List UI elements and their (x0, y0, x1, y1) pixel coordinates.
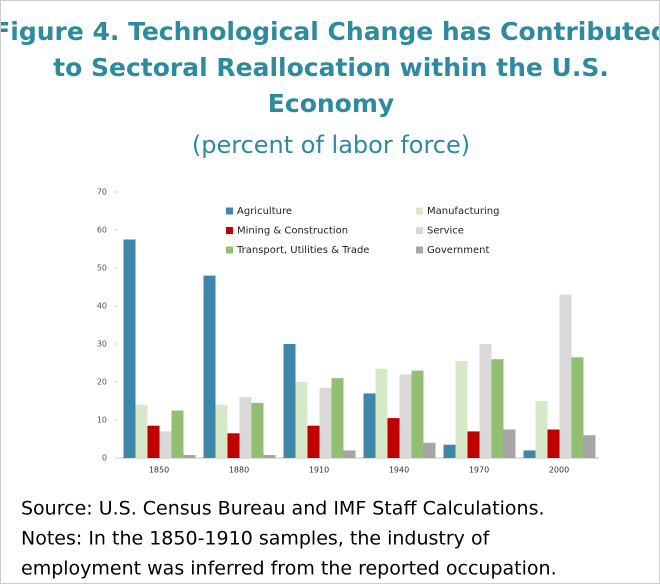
x-tick-label: 1940 (389, 466, 409, 475)
bar (491, 359, 504, 458)
bar (263, 454, 276, 458)
bar (239, 397, 252, 458)
bar (387, 418, 400, 458)
y-tick-label: 0 (102, 454, 107, 463)
legend-swatch (416, 246, 423, 254)
bar (319, 387, 332, 458)
source-line: Source: U.S. Census Bureau and IMF Staff… (21, 498, 545, 520)
legend-label: Transport, Utilities & Trade (236, 245, 369, 256)
bar (159, 431, 172, 458)
bar (123, 239, 136, 458)
notes-line: Notes: In the 1850-1910 samples, the ind… (21, 528, 491, 550)
y-tick-label: 30 (97, 340, 107, 349)
legend-label: Manufacturing (427, 206, 499, 217)
x-tick-label: 2000 (549, 466, 569, 475)
bar (295, 382, 308, 458)
bar (547, 429, 560, 458)
bar (283, 344, 296, 458)
bar (135, 404, 148, 458)
legend-swatch (226, 227, 233, 234)
title-line: to Sectoral Reallocation within the U.S. (53, 53, 609, 82)
bar (443, 444, 456, 458)
bar (307, 425, 320, 458)
y-tick-label: 60 (97, 226, 107, 235)
legend-swatch (226, 246, 233, 254)
bar (523, 450, 536, 458)
y-tick-label: 20 (97, 378, 107, 387)
legend-swatch (416, 207, 423, 215)
bar (215, 404, 228, 458)
subtitle: (percent of labor force) (192, 131, 470, 159)
notes-line: employment was inferred from the reporte… (21, 558, 557, 580)
bar (583, 435, 596, 458)
title-line: Economy (268, 89, 394, 118)
bar (479, 344, 492, 458)
x-tick-label: 1850 (149, 466, 169, 475)
bar (251, 402, 264, 458)
bar (503, 429, 516, 458)
bar (227, 433, 240, 458)
x-tick-label: 1970 (469, 466, 489, 475)
bar (571, 357, 584, 458)
legend-label: Agriculture (237, 206, 292, 217)
x-tick-label: 1910 (309, 466, 329, 475)
bar (399, 374, 412, 458)
y-tick-label: 70 (97, 188, 107, 197)
bar (411, 370, 424, 458)
bar (455, 361, 468, 458)
bar (343, 450, 356, 458)
y-tick-label: 10 (97, 416, 107, 425)
bar (331, 378, 344, 458)
bar (375, 368, 388, 458)
title-line: Figure 4. Technological Change has Contr… (1, 17, 659, 46)
bar (559, 294, 572, 458)
x-tick-label: 1880 (229, 466, 249, 475)
bar (363, 393, 376, 458)
bar (203, 275, 216, 458)
bar (467, 431, 480, 458)
legend-label: Service (427, 226, 464, 237)
bar (147, 425, 160, 458)
bar (423, 442, 436, 458)
bar (535, 401, 548, 458)
y-tick-label: 40 (97, 302, 107, 311)
bar (183, 454, 196, 458)
legend-label: Mining & Construction (237, 226, 348, 237)
legend-swatch (226, 207, 233, 215)
legend-label: Government (427, 245, 489, 256)
y-tick-label: 50 (97, 264, 107, 273)
legend-swatch (416, 227, 423, 234)
bar (171, 410, 184, 458)
